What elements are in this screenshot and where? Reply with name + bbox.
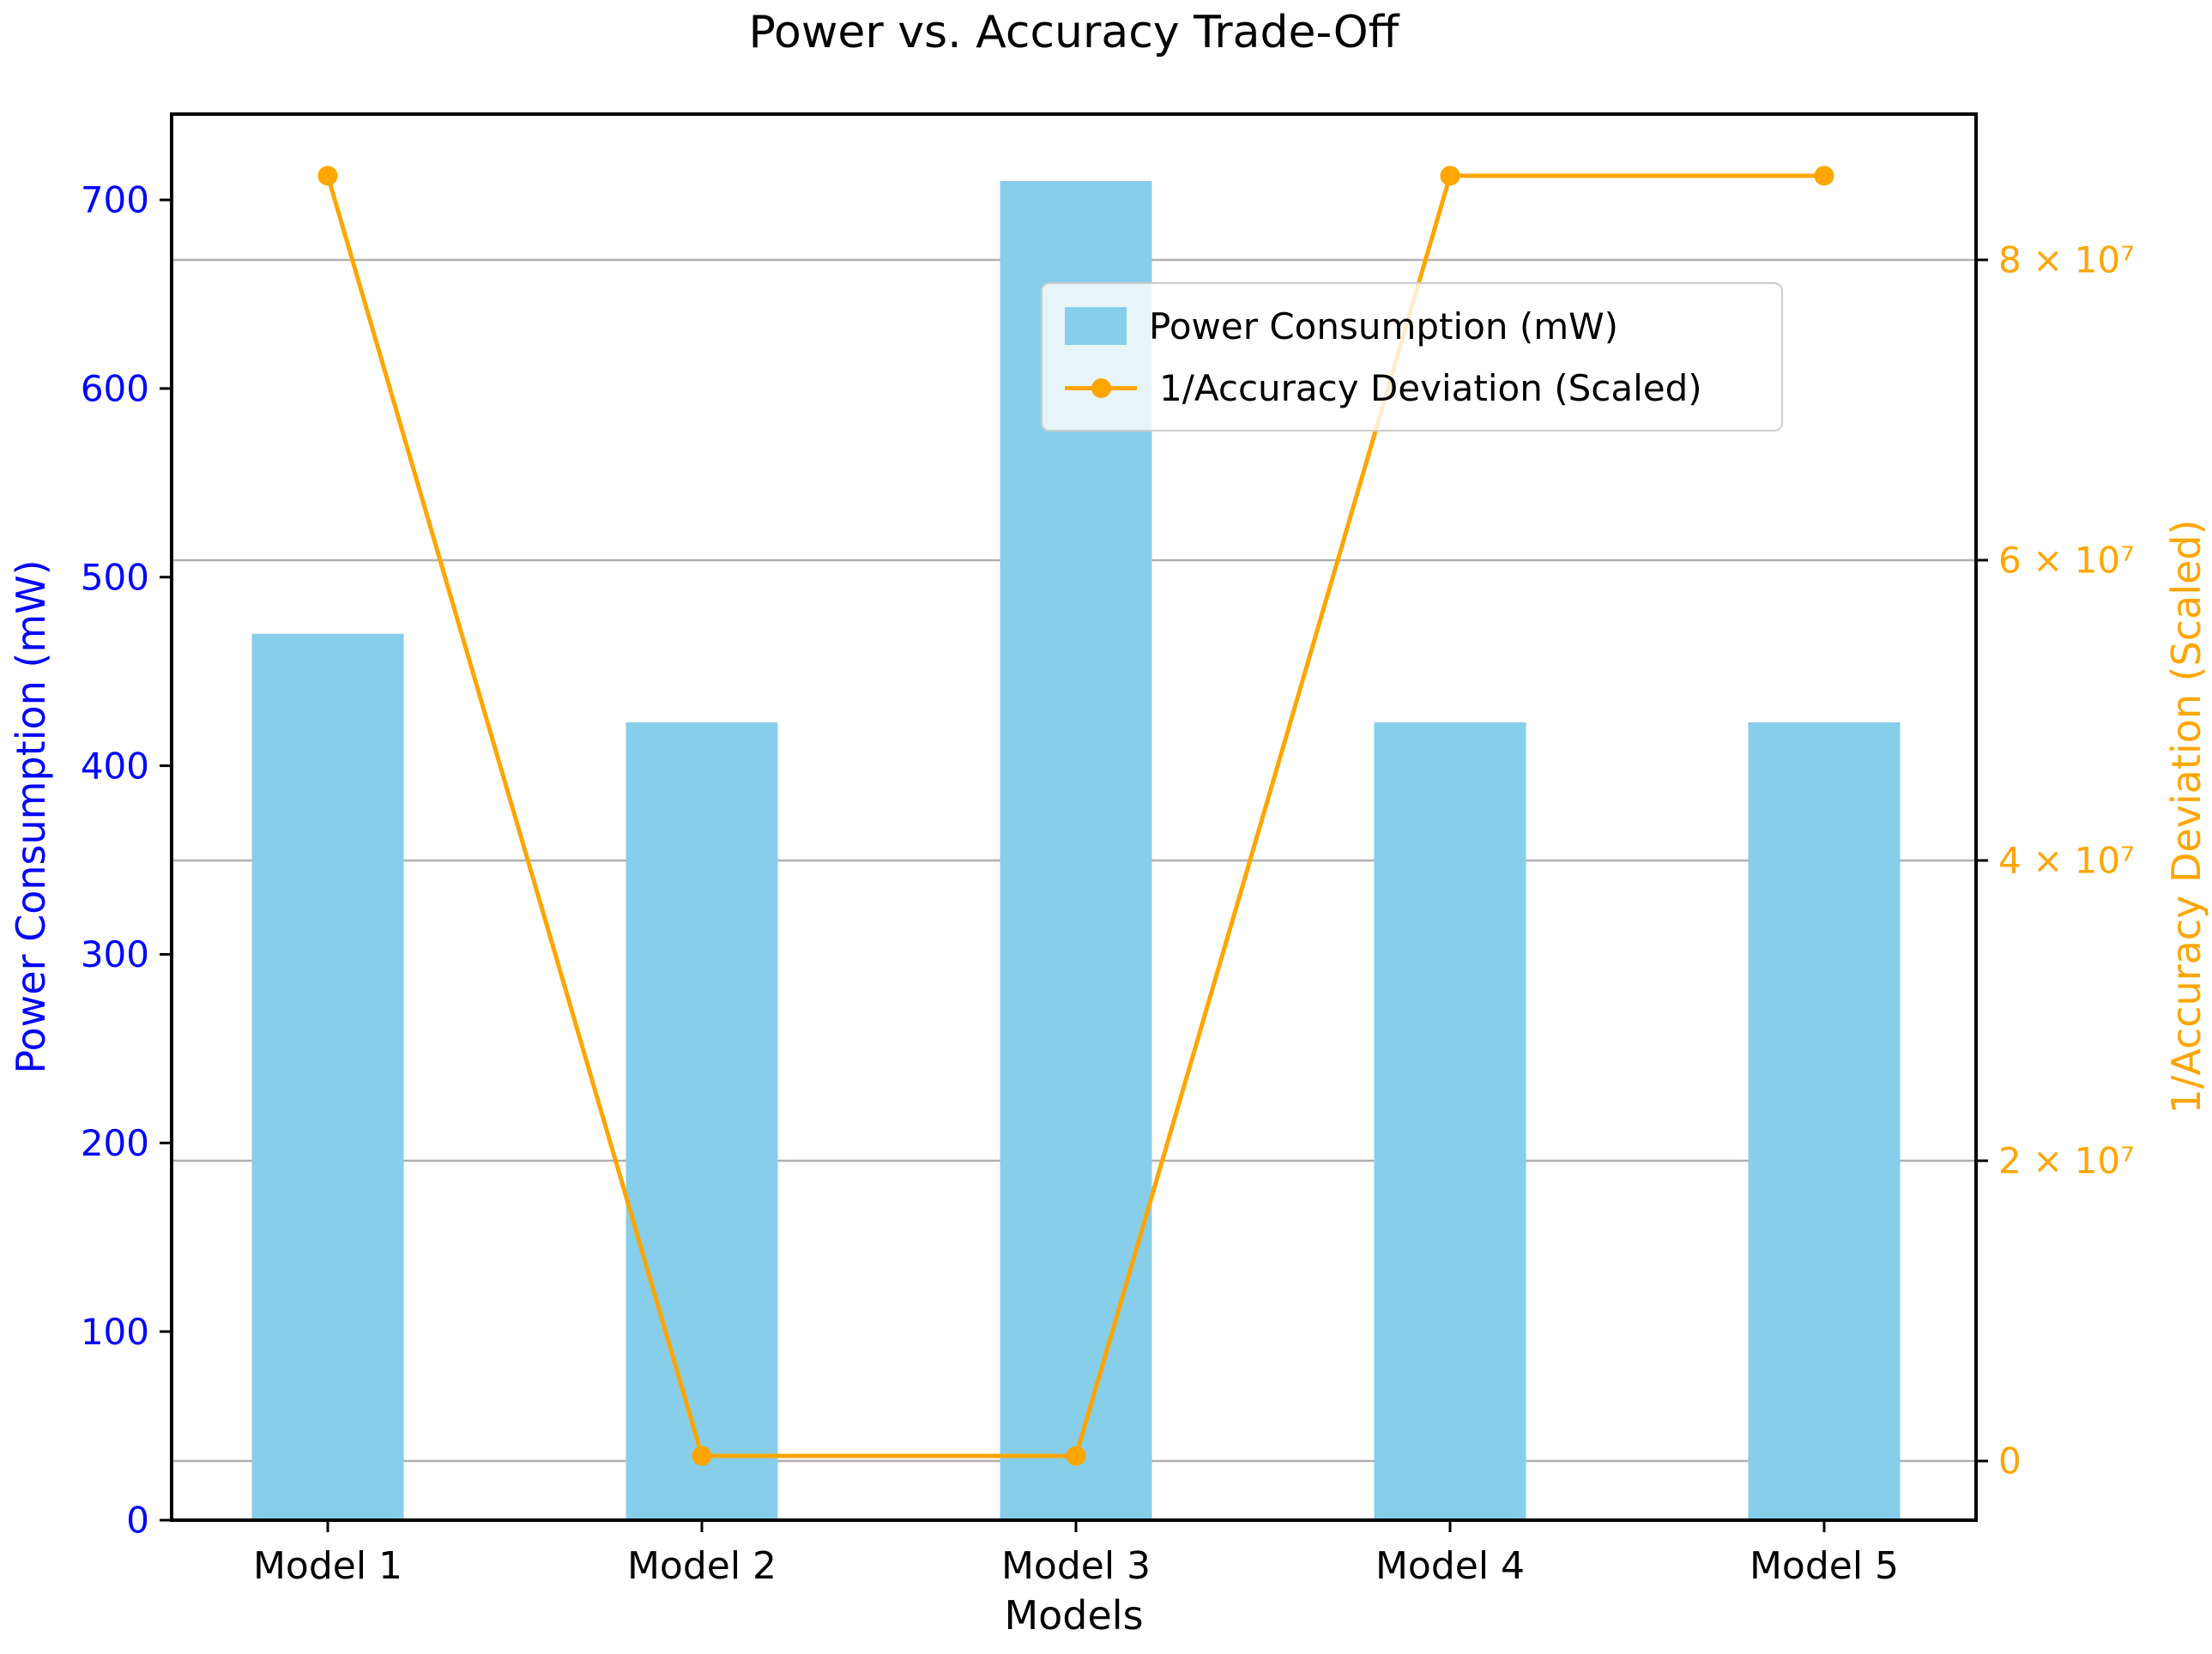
left-tick-label: 400 xyxy=(81,745,149,787)
x-axis-label: Models xyxy=(1004,1592,1144,1639)
right-tick-label: 4 × 10⁷ xyxy=(1998,840,2135,882)
chart-title: Power vs. Accuracy Trade-Off xyxy=(748,7,1399,58)
left-tick-label: 200 xyxy=(81,1122,149,1164)
line-point-marker-2 xyxy=(692,1446,712,1466)
right-tick-label: 0 xyxy=(1998,1440,2022,1482)
legend-entry-power: Power Consumption (mW) xyxy=(1065,301,1759,351)
legend-entry-label: Power Consumption (mW) xyxy=(1149,305,1619,347)
legend-line-marker-icon xyxy=(1065,369,1137,407)
left-tick-label: 600 xyxy=(81,368,149,410)
right-tick-label: 6 × 10⁷ xyxy=(1998,540,2135,582)
line-point-marker-4 xyxy=(1440,166,1460,186)
bar-4 xyxy=(1374,722,1526,1520)
bar-5 xyxy=(1748,722,1901,1520)
legend-entry-label: 1/Accuracy Deviation (Scaled) xyxy=(1159,366,1702,409)
legend-bar-swatch-icon xyxy=(1065,307,1127,345)
line-point-marker-3 xyxy=(1066,1446,1086,1466)
bar-1 xyxy=(251,633,404,1520)
x-tick-label: Model 1 xyxy=(253,1544,402,1588)
left-tick-label: 0 xyxy=(126,1500,149,1542)
x-tick-label: Model 3 xyxy=(1001,1544,1151,1588)
bar-2 xyxy=(626,722,778,1520)
right-tick-label: 8 × 10⁷ xyxy=(1998,239,2135,281)
legend-entry-accuracy: 1/Accuracy Deviation (Scaled) xyxy=(1065,363,1759,413)
line-point-marker-5 xyxy=(1814,166,1834,186)
line-point-marker-1 xyxy=(317,166,338,186)
legend: Power Consumption (mW) 1/Accuracy Deviat… xyxy=(1041,282,1783,432)
right-tick-label: 2 × 10⁷ xyxy=(1998,1140,2135,1182)
left-tick-label: 100 xyxy=(81,1311,149,1353)
plot-border xyxy=(170,112,1978,1522)
left-tick-label: 500 xyxy=(81,556,149,598)
left-tick-label: 700 xyxy=(81,179,149,221)
x-tick-label: Model 4 xyxy=(1375,1544,1525,1588)
x-tick-label: Model 2 xyxy=(627,1544,777,1588)
left-tick-label: 300 xyxy=(81,933,149,975)
x-tick-label: Model 5 xyxy=(1750,1544,1899,1588)
